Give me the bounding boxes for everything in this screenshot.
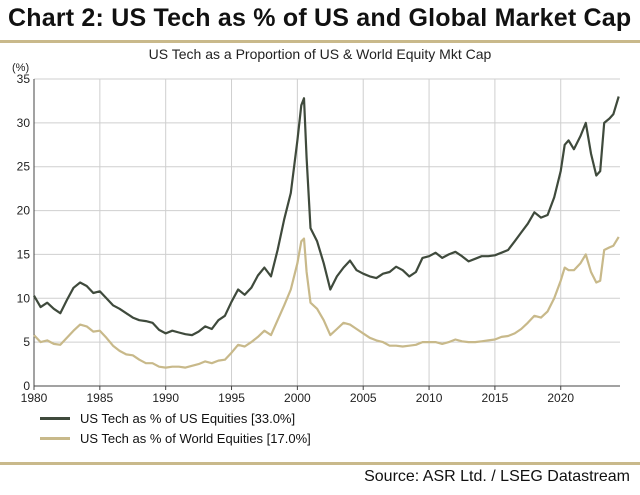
y-tick-label: 25 xyxy=(17,160,31,174)
legend-swatch-world xyxy=(40,436,70,440)
x-tick-label: 2015 xyxy=(482,391,509,405)
footer-divider xyxy=(0,462,640,465)
y-axis-label: (%) xyxy=(12,62,29,74)
x-tick-label: 1985 xyxy=(86,391,113,405)
chart-subtitle: US Tech as a Proportion of US & World Eq… xyxy=(148,46,492,62)
y-tick-label: 5 xyxy=(23,335,30,349)
source-note: Source: ASR Ltd. / LSEG Datastream xyxy=(364,468,630,485)
y-tick-label: 15 xyxy=(17,247,31,261)
x-tick-label: 2010 xyxy=(416,391,443,405)
legend-swatch-us xyxy=(40,416,70,420)
x-tick-label: 2000 xyxy=(284,391,311,405)
x-tick-label: 1995 xyxy=(218,391,245,405)
legend-label-us: US Tech as % of US Equities [33.0%] xyxy=(80,410,296,426)
title-divider xyxy=(0,40,640,43)
chart-legend: US Tech as % of US Equities [33.0%] US T… xyxy=(40,408,311,448)
y-tick-label: 35 xyxy=(17,72,31,86)
legend-item-us: US Tech as % of US Equities [33.0%] xyxy=(40,408,311,428)
legend-item-world: US Tech as % of World Equities [17.0%] xyxy=(40,428,311,448)
y-tick-label: 10 xyxy=(17,291,31,305)
x-tick-label: 2020 xyxy=(547,391,574,405)
x-tick-label: 1990 xyxy=(152,391,179,405)
page-title: Chart 2: US Tech as % of US and Global M… xyxy=(8,4,632,32)
y-tick-label: 20 xyxy=(17,204,31,218)
series-line-us-equities xyxy=(33,96,620,337)
y-tick-label: 30 xyxy=(17,116,31,130)
x-tick-label: 1980 xyxy=(21,391,48,405)
legend-label-world: US Tech as % of World Equities [17.0%] xyxy=(80,430,311,446)
y-tick-label: 0 xyxy=(23,379,30,393)
x-tick-label: 2005 xyxy=(350,391,377,405)
series-line-world-equities xyxy=(33,236,620,369)
